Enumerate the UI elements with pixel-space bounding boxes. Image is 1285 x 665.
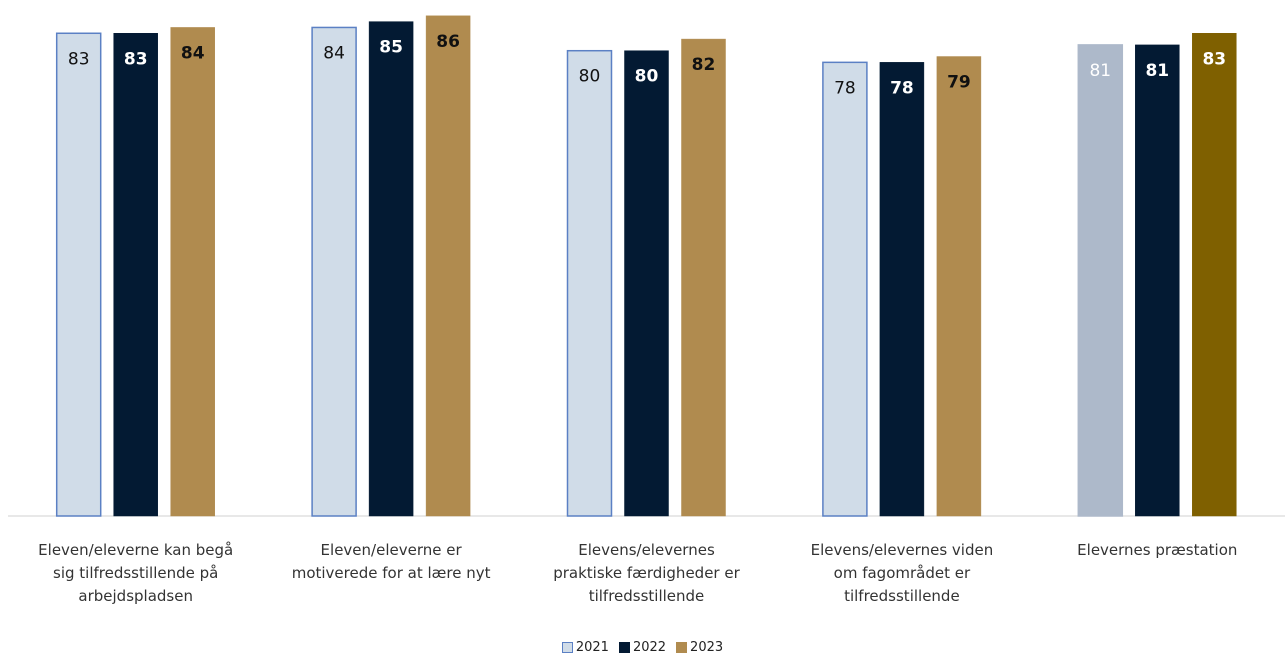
data-label-2022-3: 78 — [890, 78, 914, 98]
data-label-2022-2: 80 — [635, 67, 659, 87]
data-label-2021-0: 83 — [68, 49, 90, 69]
bar-2022-4 — [1135, 45, 1179, 516]
bar-2021-3 — [823, 62, 867, 516]
category-label-2: Elevens/elevernes praktiske færdigheder e… — [553, 541, 740, 605]
data-label-2023-4: 83 — [1202, 49, 1226, 69]
legend-item-2021: 2021 — [562, 640, 609, 655]
bar-2023-2 — [682, 39, 726, 516]
bar-2022-3 — [880, 62, 924, 516]
legend-swatch-2022 — [619, 642, 630, 653]
data-label-2023-1: 86 — [436, 32, 460, 52]
bar-2023-1 — [426, 16, 470, 516]
legend-label-2023: 2023 — [690, 640, 723, 655]
bar-2022-2 — [625, 51, 669, 516]
bar-2023-0 — [171, 27, 215, 516]
bar-2023-3 — [937, 57, 981, 516]
data-label-2023-3: 79 — [947, 73, 971, 93]
data-label-2021-4: 81 — [1089, 61, 1111, 81]
legend-label-2022: 2022 — [633, 640, 666, 655]
category-label-3: Elevens/elevernes viden om fagområdet er t… — [811, 541, 994, 605]
legend-label-2021: 2021 — [576, 640, 609, 655]
legend-swatch-2023 — [676, 642, 687, 653]
data-label-2022-1: 85 — [379, 38, 403, 58]
bar-2022-0 — [114, 33, 158, 516]
data-label-2021-1: 84 — [323, 43, 345, 63]
category-label-0: Eleven/eleverne kan begå sig tilfredsstil… — [38, 541, 233, 605]
legend-item-2023: 2023 — [676, 640, 723, 655]
bar-2021-1 — [312, 27, 356, 516]
data-label-2023-2: 82 — [692, 55, 716, 75]
data-label-2021-3: 78 — [834, 78, 856, 98]
data-label-2023-0: 84 — [181, 43, 205, 63]
legend-swatch-2021 — [562, 642, 573, 653]
category-label-1: Eleven/eleverne er motiverede for at lære… — [292, 541, 491, 582]
legend-item-2022: 2022 — [619, 640, 666, 655]
data-label-2021-2: 80 — [579, 67, 601, 87]
bar-2021-0 — [57, 33, 101, 516]
data-label-2022-4: 81 — [1145, 61, 1169, 81]
category-label-4: Elevernes præstation — [1077, 541, 1237, 559]
bar-2021-2 — [568, 51, 612, 516]
legend: 2021 2022 2023 — [0, 640, 1285, 655]
bar-2022-1 — [369, 22, 413, 516]
data-label-2022-0: 83 — [124, 49, 148, 69]
bar-2023-4 — [1192, 33, 1236, 516]
bar-2021-4 — [1078, 45, 1122, 516]
